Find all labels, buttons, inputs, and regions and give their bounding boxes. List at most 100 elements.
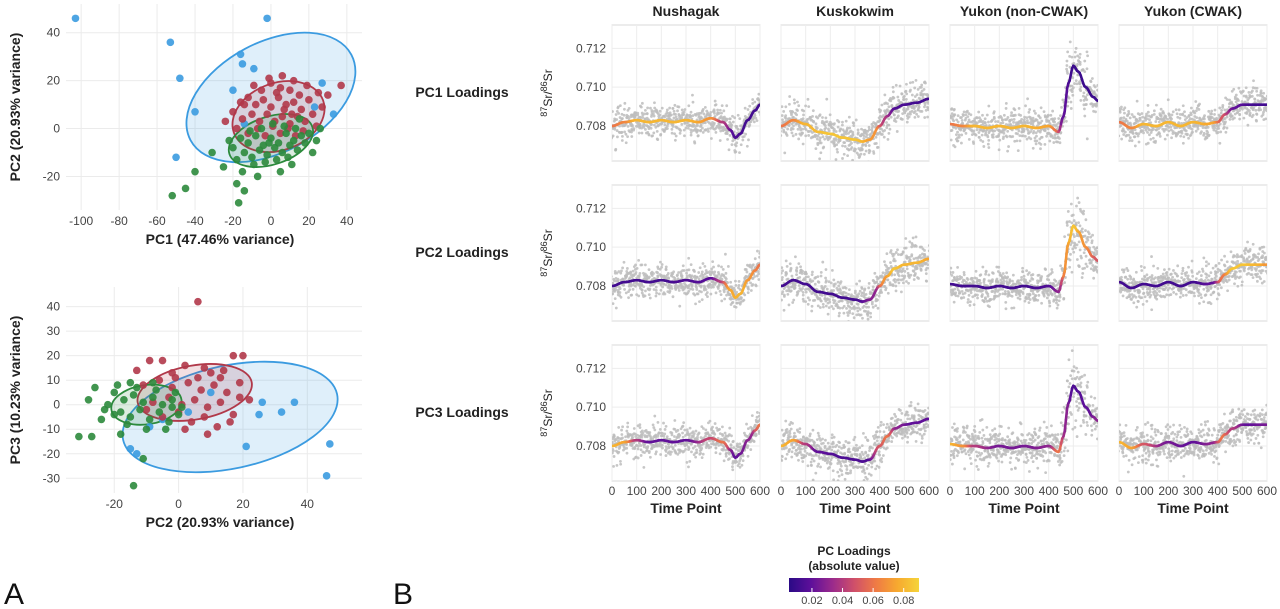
data-point bbox=[1133, 128, 1137, 132]
data-point bbox=[841, 157, 844, 160]
data-point bbox=[616, 135, 619, 139]
data-point bbox=[1065, 67, 1068, 71]
data-point bbox=[655, 130, 659, 133]
data-point bbox=[704, 293, 708, 296]
data-point bbox=[753, 275, 757, 278]
y-tick-label: -20 bbox=[43, 447, 61, 461]
data-point bbox=[706, 111, 710, 115]
data-point bbox=[818, 306, 822, 309]
point-green bbox=[149, 393, 157, 402]
data-point bbox=[690, 274, 694, 278]
data-point bbox=[616, 279, 620, 283]
data-point bbox=[677, 286, 680, 290]
data-point bbox=[1122, 133, 1126, 136]
data-point bbox=[923, 249, 926, 252]
data-point bbox=[901, 274, 904, 278]
point-blue bbox=[318, 79, 326, 87]
data-point bbox=[807, 105, 811, 109]
point-red bbox=[267, 103, 275, 111]
data-point bbox=[652, 131, 656, 135]
data-point bbox=[717, 272, 721, 276]
point-red bbox=[278, 112, 287, 121]
data-point bbox=[1230, 114, 1234, 118]
data-point bbox=[834, 138, 838, 142]
data-point bbox=[613, 269, 617, 273]
data-point bbox=[700, 116, 704, 120]
y-tick-label: 0.710 bbox=[576, 240, 606, 254]
data-point bbox=[660, 106, 664, 110]
data-point bbox=[796, 109, 799, 112]
point-green bbox=[272, 155, 281, 164]
data-point bbox=[638, 271, 642, 275]
data-point bbox=[1146, 141, 1150, 145]
data-point bbox=[653, 123, 656, 127]
data-point bbox=[1247, 109, 1251, 112]
data-point bbox=[950, 138, 953, 142]
data-point bbox=[983, 296, 987, 300]
panel-marks bbox=[612, 92, 760, 155]
data-point bbox=[627, 296, 630, 300]
data-point bbox=[666, 272, 670, 275]
data-point bbox=[615, 271, 619, 275]
data-point bbox=[648, 296, 652, 300]
data-point bbox=[1089, 79, 1093, 83]
data-point bbox=[1066, 104, 1070, 108]
data-point bbox=[972, 303, 976, 306]
data-point bbox=[1032, 130, 1036, 133]
data-point bbox=[891, 90, 895, 94]
data-point bbox=[1259, 92, 1263, 95]
data-point bbox=[1004, 300, 1008, 304]
data-point bbox=[865, 133, 869, 137]
data-point bbox=[1078, 87, 1082, 91]
data-point bbox=[819, 274, 823, 278]
data-point bbox=[722, 290, 726, 294]
x-tick-label: 40 bbox=[340, 214, 354, 228]
data-point bbox=[1218, 106, 1222, 110]
data-point bbox=[954, 294, 958, 298]
data-point bbox=[900, 270, 904, 274]
data-point bbox=[871, 285, 875, 289]
data-point bbox=[696, 292, 700, 296]
data-point bbox=[819, 141, 823, 145]
data-point bbox=[1119, 124, 1123, 127]
data-point bbox=[669, 113, 673, 117]
data-point bbox=[835, 143, 839, 147]
data-point bbox=[1181, 141, 1185, 145]
data-point bbox=[1003, 275, 1007, 278]
data-point bbox=[792, 115, 795, 119]
point-red bbox=[286, 86, 294, 95]
data-point bbox=[1078, 52, 1082, 56]
point-green bbox=[165, 418, 173, 426]
data-point bbox=[792, 298, 796, 302]
point-green bbox=[240, 187, 249, 195]
data-point bbox=[921, 263, 924, 267]
data-point bbox=[1001, 292, 1005, 296]
data-point bbox=[915, 93, 919, 97]
data-point bbox=[741, 138, 745, 142]
data-point bbox=[1013, 139, 1017, 143]
data-point bbox=[896, 95, 900, 99]
data-point bbox=[821, 146, 825, 150]
point-red bbox=[200, 364, 209, 372]
data-point bbox=[753, 100, 757, 104]
point-red bbox=[251, 100, 260, 109]
data-point bbox=[952, 108, 956, 111]
data-point bbox=[847, 115, 851, 119]
point-red bbox=[223, 388, 231, 397]
panel-marks bbox=[950, 196, 1098, 311]
data-point bbox=[825, 97, 829, 101]
data-point bbox=[903, 111, 907, 115]
data-point bbox=[641, 116, 645, 119]
data-point bbox=[1093, 85, 1097, 89]
point-red bbox=[142, 405, 151, 414]
data-point bbox=[781, 118, 784, 122]
data-point bbox=[678, 304, 682, 308]
data-point bbox=[696, 129, 700, 132]
data-point bbox=[1191, 130, 1194, 134]
data-point bbox=[1196, 127, 1200, 131]
data-point bbox=[851, 158, 854, 161]
data-point bbox=[1120, 105, 1123, 109]
data-point bbox=[632, 128, 636, 132]
data-point bbox=[703, 265, 707, 268]
data-point bbox=[801, 293, 805, 297]
